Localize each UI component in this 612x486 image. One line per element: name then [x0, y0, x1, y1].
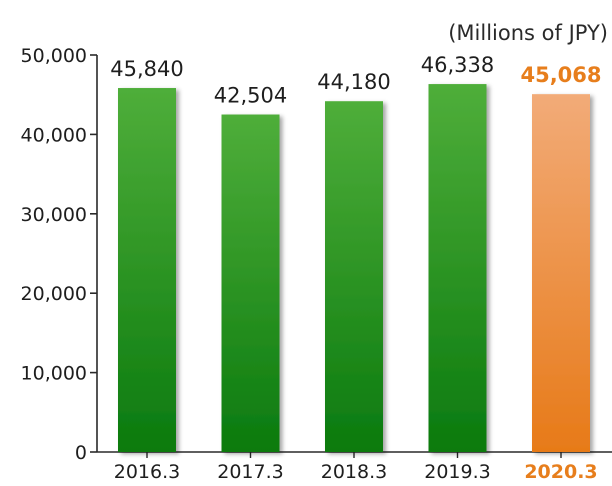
bar-2020.3 — [532, 94, 590, 452]
x-tick-label: 2017.3 — [217, 461, 283, 483]
data-label: 45,840 — [110, 57, 183, 81]
y-tick-label: 50,000 — [21, 45, 87, 67]
data-labels-group: 45,840 42,504 44,180 46,338 45,068 — [110, 53, 601, 107]
unit-label: (Millions of JPY) — [448, 21, 608, 45]
y-tick-label: 30,000 — [21, 204, 87, 226]
y-tick-label: 10,000 — [21, 363, 87, 385]
bar-2018.3 — [325, 101, 383, 452]
x-tick-label: 2016.3 — [114, 461, 180, 483]
bar-2017.3 — [221, 114, 280, 452]
y-tick-label: 20,000 — [21, 283, 87, 305]
data-label: 44,180 — [317, 70, 390, 94]
x-axis: 2016.3 2017.3 2018.3 2019.3 2020.3 — [97, 451, 612, 483]
x-tick-label: 2018.3 — [321, 461, 387, 483]
bar-2016.3 — [118, 88, 176, 453]
bar-2019.3 — [428, 84, 487, 452]
data-label: 46,338 — [421, 53, 494, 77]
x-tick-label: 2020.3 — [524, 461, 597, 483]
data-label: 42,504 — [214, 84, 287, 108]
data-label: 45,068 — [520, 63, 601, 87]
y-axis: 0 10,000 20,000 30,000 40,000 50,000 — [21, 45, 98, 464]
bars-group — [118, 84, 590, 453]
y-tick-label: 0 — [75, 442, 87, 464]
y-tick-label: 40,000 — [21, 124, 87, 146]
x-tick-label: 2019.3 — [424, 461, 490, 483]
